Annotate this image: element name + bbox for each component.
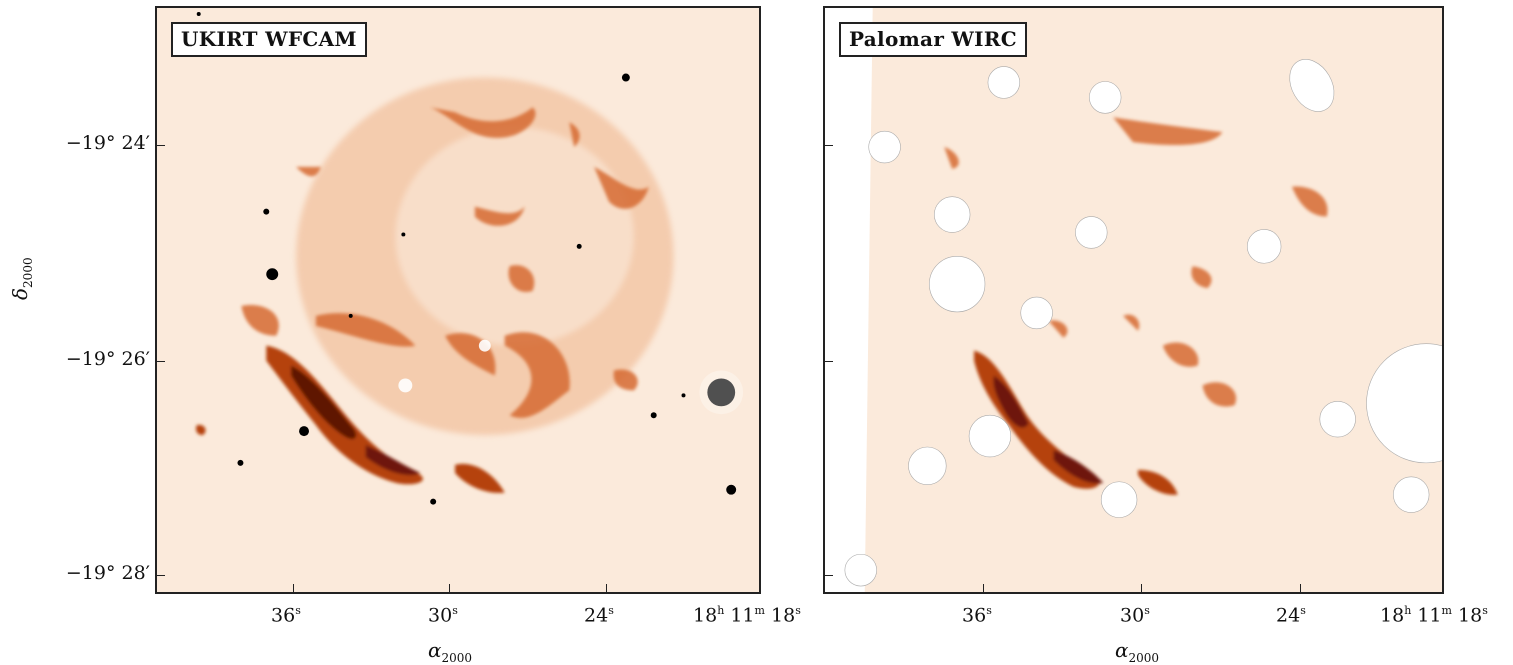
palomar-image (825, 8, 1442, 592)
tick (983, 584, 984, 592)
x-tick-label-left-24: 24s (584, 604, 614, 627)
image-panel-ukirt: UKIRT WFCAM (155, 6, 761, 594)
y-tick-label-28: −19° 28′ (65, 562, 150, 584)
tick (157, 575, 165, 576)
y-axis-title: δ2000 (8, 257, 35, 300)
tick (293, 584, 294, 592)
x-axis-title-left: α2000 (428, 638, 473, 665)
x-tick-label-right-18: 18h 11m 18s (1380, 604, 1488, 627)
tick (825, 361, 833, 362)
tick (606, 584, 607, 592)
panel-title-palomar: Palomar WIRC (839, 22, 1027, 57)
image-panel-palomar: Palomar WIRC (823, 6, 1444, 594)
x-tick-label-left-18: 18h 11m 18s (693, 604, 801, 627)
tick (157, 145, 165, 146)
x-tick-label-right-36: 36s (962, 604, 992, 627)
ukirt-image (195, 11, 744, 505)
x-tick-label-left-36: 36s (271, 604, 301, 627)
panel-title-ukirt: UKIRT WFCAM (171, 22, 367, 57)
x-tick-label-left-30: 30s (428, 604, 458, 627)
tick (1300, 584, 1301, 592)
y-axis-symbol: δ (8, 287, 32, 300)
y-tick-label-24: −19° 24′ (65, 132, 150, 154)
y-tick-label-26: −19° 26′ (65, 348, 150, 370)
y-axis-sub: 2000 (21, 257, 35, 288)
tick (825, 145, 833, 146)
tick (449, 584, 450, 592)
x-axis-title-right: α2000 (1115, 638, 1160, 665)
x-tick-label-right-30: 30s (1120, 604, 1150, 627)
tick (1141, 584, 1142, 592)
tick (825, 575, 833, 576)
tick (157, 361, 165, 362)
x-tick-label-right-24: 24s (1276, 604, 1306, 627)
